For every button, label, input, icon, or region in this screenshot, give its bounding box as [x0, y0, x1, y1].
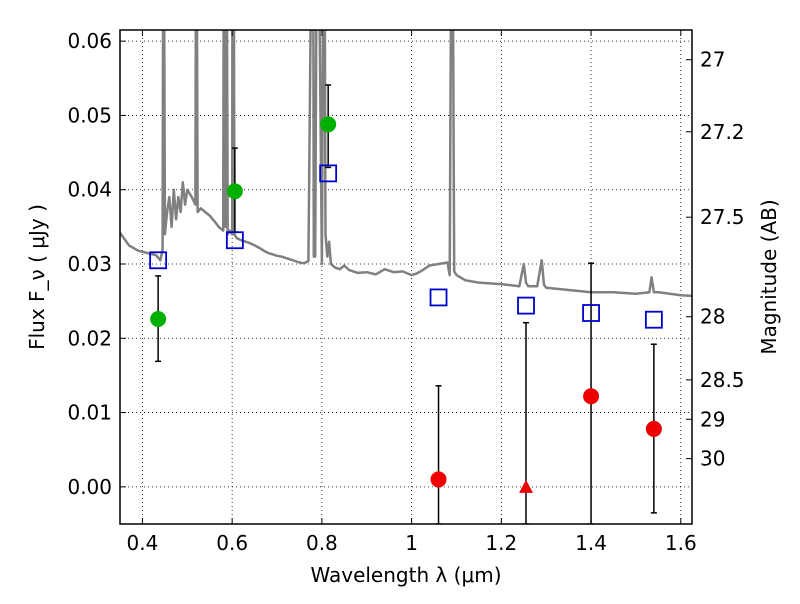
y-tick-label: 0.06	[67, 29, 112, 53]
x-tick-label: 1.2	[485, 531, 517, 555]
detection-point	[226, 183, 243, 200]
model-square-marker	[429, 288, 448, 307]
x-tick-label: 1.6	[665, 531, 697, 555]
right-tick-label: 29	[700, 407, 725, 431]
x-tick-label: 0.8	[306, 531, 338, 555]
right-tick-label: 28.5	[700, 368, 745, 392]
right-tick-label: 27.5	[700, 205, 745, 229]
y-tick-label: 0.03	[67, 252, 112, 276]
x-tick-label: 0.6	[216, 531, 248, 555]
right-tick-label: 30	[700, 447, 725, 471]
nondetection-triangle	[519, 479, 534, 493]
grid-layer	[120, 30, 692, 524]
y-tick-label: 0.00	[67, 475, 112, 499]
right-tick-label: 27.2	[700, 120, 745, 144]
right-tick-label: 28	[700, 305, 725, 329]
y-tick-label: 0.01	[67, 401, 112, 425]
model-square-marker	[644, 310, 663, 329]
marker-layer	[149, 116, 663, 493]
y-tick-label: 0.05	[67, 103, 112, 127]
y-tick-label: 0.04	[67, 178, 112, 202]
error-bar-layer	[155, 84, 657, 524]
model-square-marker	[517, 296, 535, 315]
x-tick-label: 0.4	[127, 531, 159, 555]
nondetection-point	[645, 420, 662, 437]
nondetection-point	[430, 471, 447, 488]
right-axis-label: Magnitude (AB)	[757, 199, 781, 354]
detection-point	[320, 116, 337, 133]
y-axis-label: Flux F_ν ( μJy )	[25, 204, 49, 350]
x-tick-label: 1.4	[575, 531, 607, 555]
model-square-marker	[319, 164, 338, 183]
model-square-marker	[582, 304, 600, 322]
sed-curve	[120, 30, 692, 298]
sed-curve-layer	[120, 30, 692, 298]
right-tick-label: 27	[700, 48, 725, 72]
x-axis-label: Wavelength λ (μm)	[310, 563, 501, 587]
y-tick-label: 0.02	[67, 326, 112, 350]
tick-layer: 0.4 0.6 0.8 1 1.2 1.4 1.6 0.00 0.01 0.02 0.03 0.04 0…	[67, 29, 744, 555]
nondetection-point	[583, 388, 600, 405]
plot-frame	[119, 29, 693, 525]
model-square-marker	[225, 231, 244, 250]
detection-point	[150, 310, 167, 327]
x-tick-label: 1	[405, 531, 418, 555]
model-square-marker	[149, 251, 168, 270]
